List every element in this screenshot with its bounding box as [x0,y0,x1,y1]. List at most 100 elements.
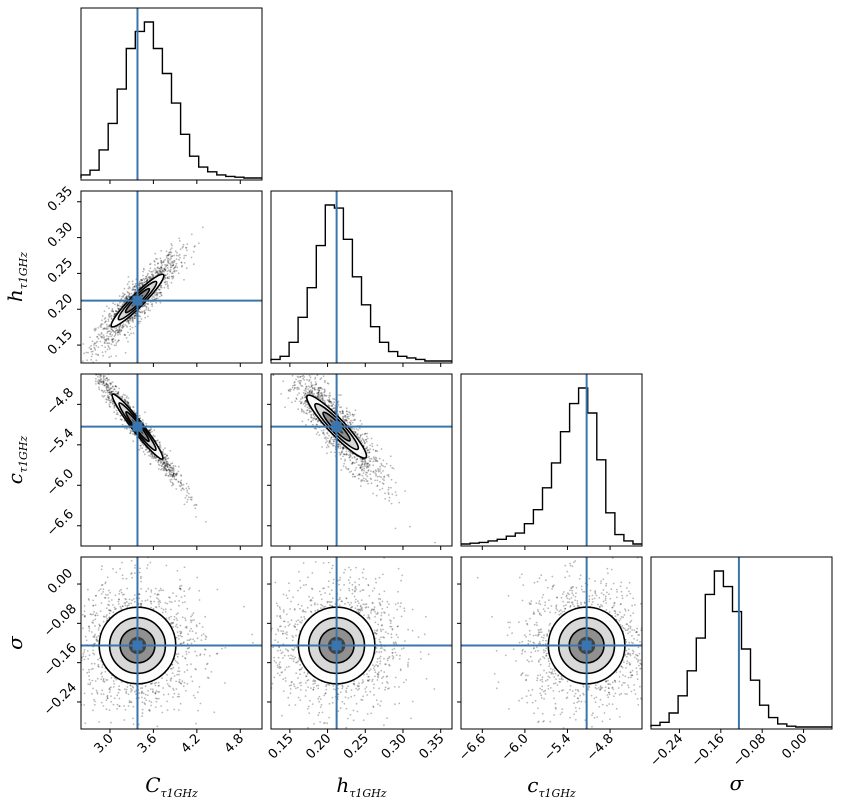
scatter-point [154,267,156,270]
scatter-point [115,385,118,388]
scatter-point [106,386,109,388]
scatter-point [164,465,167,468]
scatter-point [159,270,162,273]
scatter-point [368,463,371,466]
scatter-point [188,492,190,495]
scatter-point [376,475,379,478]
scatter-point [155,301,158,304]
scatter-point [104,320,107,323]
scatter-point [123,688,126,691]
scatter-point [167,457,170,460]
scatter-point [109,347,111,350]
scatter-point [92,599,94,602]
scatter-point [119,333,121,336]
scatter-point [166,465,169,468]
scatter-point [82,613,84,616]
scatter-point [117,339,120,342]
scatter-point [70,594,72,596]
scatter-point [112,302,114,305]
scatter-point [164,464,167,467]
scatter-point [312,414,315,416]
scatter-point [323,401,326,403]
scatter-point [157,288,160,290]
scatter-point [167,469,170,471]
scatter-point [150,606,153,609]
scatter-point [348,456,351,458]
scatter-point [164,281,167,284]
scatter-point [147,307,150,310]
scatter-point [328,392,331,394]
scatter-point [111,307,114,310]
scatter-point [122,294,125,297]
scatter-point [143,310,145,313]
scatter-point [94,369,96,371]
scatter-point [141,687,144,689]
scatter-point [177,254,180,257]
scatter-point [107,391,109,394]
panel-content [59,191,262,378]
scatter-point [164,263,166,266]
scatter-point [367,462,369,465]
scatter-point [119,418,122,421]
scatter-point [195,632,197,634]
scatter-point [342,448,344,451]
scatter-point [159,267,162,270]
scatter-point [133,314,136,317]
scatter-point [170,608,172,611]
scatter-point [90,366,92,368]
scatter-point [114,417,117,420]
scatter-point [102,382,105,385]
scatter-point [93,347,96,350]
scatter-point [165,463,168,465]
scatter-point [394,481,397,484]
scatter-point [59,376,61,378]
scatter-point [304,405,306,408]
scatter-point [313,387,316,390]
scatter-point [364,432,367,435]
scatter-point [157,459,160,462]
scatter-point [170,243,173,245]
scatter-point [384,492,386,495]
scatter-point [165,472,168,475]
scatter-point [113,313,116,315]
scatter-point [369,477,372,480]
scatter-point [172,592,174,594]
scatter-point [163,468,166,471]
scatter-point [366,465,369,468]
scatter-point [90,668,93,671]
scatter-point [104,375,106,377]
scatter-point [185,494,188,497]
scatter-point [303,401,306,403]
scatter-point [374,469,377,472]
scatter-point [160,261,163,264]
scatter-point [156,594,159,596]
scatter-point [109,333,112,336]
scatter-point [332,444,334,447]
scatter-point [304,392,307,395]
scatter-point [314,376,317,379]
scatter-point [143,312,146,314]
scatter-point [97,382,100,385]
scatter-point [95,377,97,380]
scatter-point [91,662,93,665]
scatter-point [299,376,302,378]
scatter-point [99,380,102,382]
scatter-point [347,413,349,416]
scatter-point [290,371,292,373]
scatter-point [103,341,106,344]
scatter-point [100,324,102,327]
scatter-point [173,478,176,480]
scatter-point [329,438,332,440]
scatter-point [342,445,345,448]
scatter-point [67,591,69,593]
scatter-point [294,387,296,389]
scatter-point [307,418,310,421]
scatter-point [141,443,144,445]
scatter-point [150,303,153,306]
scatter-point [145,302,148,305]
scatter-point [172,263,175,266]
scatter-point [104,582,107,585]
scatter-point [299,370,301,372]
scatter-point [387,475,390,478]
scatter-point [104,320,107,323]
